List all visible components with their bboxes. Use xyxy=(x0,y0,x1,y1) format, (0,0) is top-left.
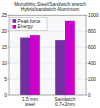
legend-box xyxy=(11,17,47,31)
y2-tick-label: 1000 xyxy=(88,13,99,18)
y-tick-label: 15 xyxy=(2,45,8,50)
legend-swatch xyxy=(13,25,17,29)
plot-background xyxy=(9,15,86,95)
bar xyxy=(30,35,40,95)
chart-svg: Monolithic Steel/Sandwich stretchHybrid/… xyxy=(0,0,100,108)
title-line: Monolithic Steel/Sandwich stretch xyxy=(14,2,86,7)
title: Monolithic Steel/Sandwich stretchHybrid/… xyxy=(14,2,86,12)
chart-container: Monolithic Steel/Sandwich stretchHybrid/… xyxy=(0,0,100,108)
bar xyxy=(55,40,65,95)
y2-tick-label: 800 xyxy=(88,29,96,34)
y2-tick-label: 400 xyxy=(88,61,96,66)
legend-label: Peak force xyxy=(18,19,41,24)
legend-label: Energy xyxy=(18,24,34,29)
y-tick-label: 0 xyxy=(4,93,7,98)
legend: Peak forceEnergy xyxy=(11,17,47,31)
y-tick-label: 25 xyxy=(2,13,8,18)
bar xyxy=(65,21,75,95)
y-tick-label: 5 xyxy=(4,77,7,82)
y2-tick-label: 200 xyxy=(88,77,96,82)
plot-frame xyxy=(9,15,86,95)
y2-tick-label: 0 xyxy=(88,93,91,98)
y-tick-label: 10 xyxy=(2,61,8,66)
legend-swatch xyxy=(13,19,17,23)
x-tick-label-line: steel xyxy=(25,102,35,107)
y-tick-label: 20 xyxy=(2,29,8,34)
bars xyxy=(20,21,75,95)
title-line: Hybrid/sandwich Aluminium xyxy=(21,7,80,12)
bar xyxy=(20,38,30,95)
x-tick-label: 1.5 mmsteel xyxy=(22,97,38,107)
x-tick-label-line: 0.7+2mm xyxy=(55,102,75,107)
y2-tick-label: 600 xyxy=(88,45,96,50)
x-tick-label: Sandwich0.7+2mm xyxy=(55,97,76,107)
